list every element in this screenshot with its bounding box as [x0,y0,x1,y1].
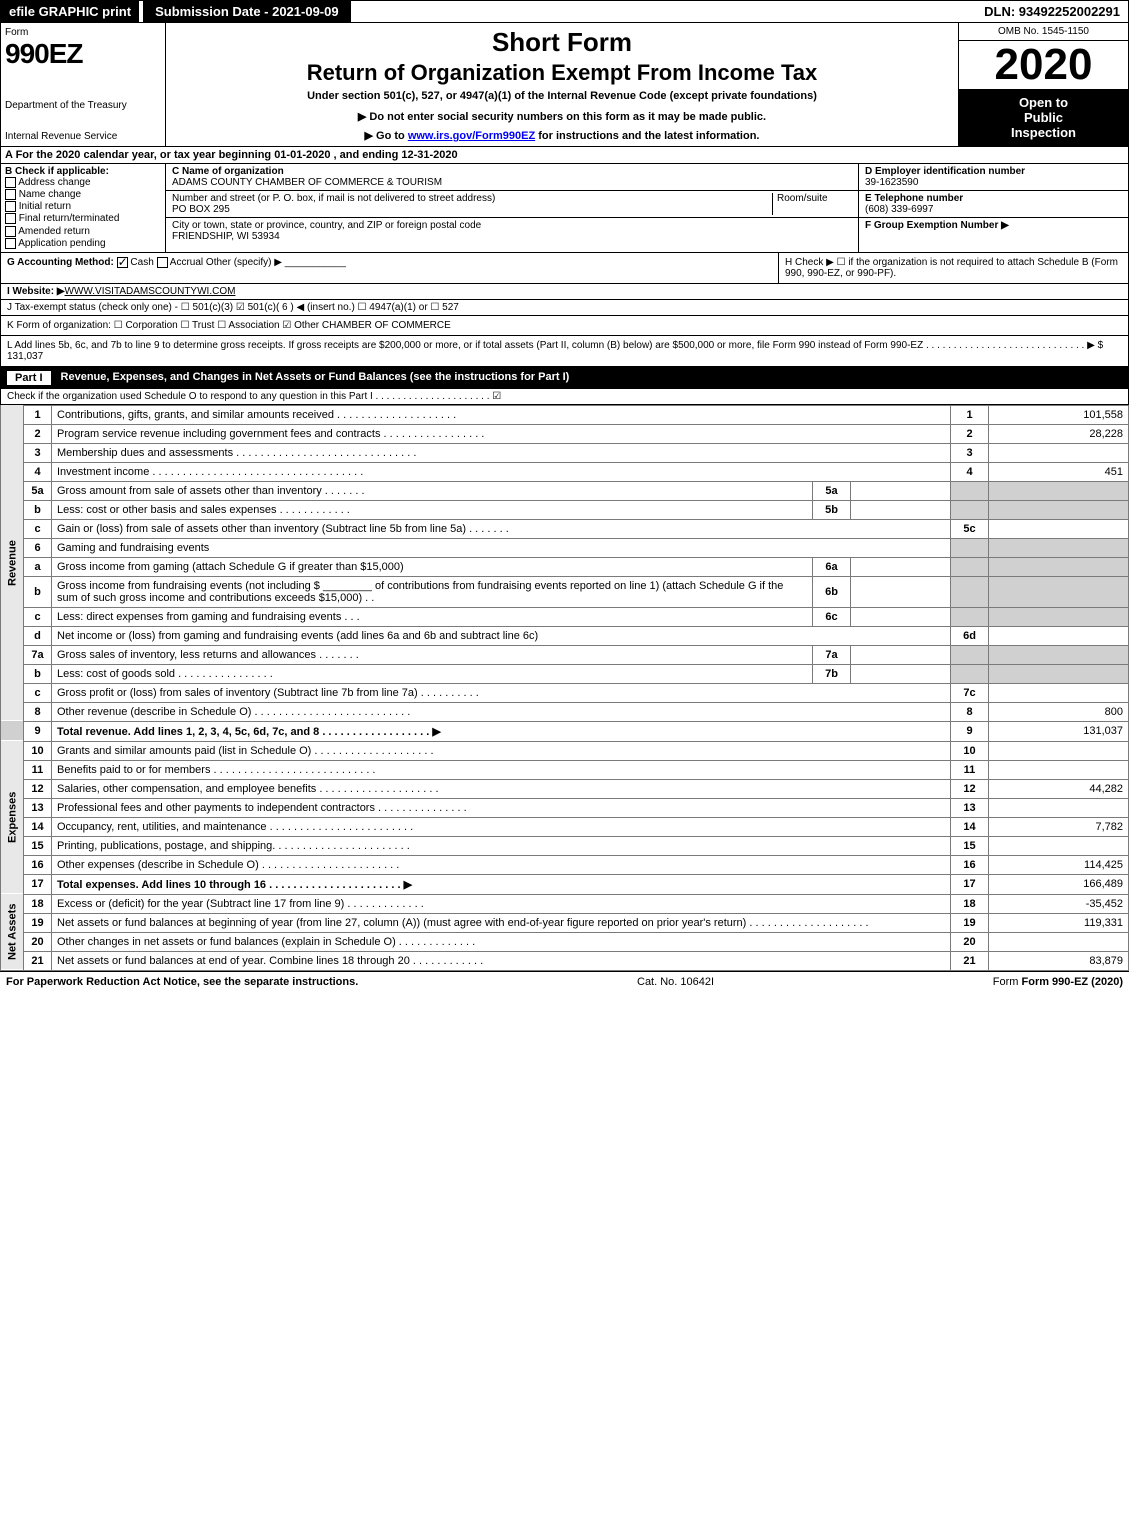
line-4-amount: 451 [989,462,1129,481]
initial-return-checkbox[interactable] [5,201,16,212]
website[interactable]: WWW.VISITADAMSCOUNTYWI.COM [65,286,236,297]
paperwork-notice: For Paperwork Reduction Act Notice, see … [6,976,358,988]
line-14-amount: 7,782 [989,817,1129,836]
period-row: A For the 2020 calendar year, or tax yea… [0,147,1129,164]
line-10-amount [989,741,1129,760]
line-16-amount: 114,425 [989,855,1129,874]
line-19-amount: 119,331 [989,913,1129,932]
part-1-header: Part I Revenue, Expenses, and Changes in… [0,367,1129,389]
top-bar: efile GRAPHIC print Submission Date - 20… [0,0,1129,23]
expenses-sidebar: Expenses [1,741,24,894]
line-8-amount: 800 [989,702,1129,721]
line-7c-amount [989,683,1129,702]
lines-table: Revenue 1Contributions, gifts, grants, a… [0,405,1129,971]
final-return-checkbox[interactable] [5,213,16,224]
d-label: D Employer identification number [865,166,1122,177]
form-of-org-row: K Form of organization: ☐ Corporation ☐ … [0,316,1129,336]
irs-link[interactable]: www.irs.gov/Form990EZ [408,130,535,142]
line-3-amount [989,443,1129,462]
net-assets-sidebar: Net Assets [1,894,24,970]
irs-label: Internal Revenue Service [5,131,161,142]
tax-exempt-row: J Tax-exempt status (check only one) - ☐… [0,300,1129,316]
part1-check-row: Check if the organization used Schedule … [0,389,1129,405]
org-name: ADAMS COUNTY CHAMBER OF COMMERCE & TOURI… [172,177,852,188]
part-label: Part I [7,371,51,385]
cat-no: Cat. No. 10642I [637,976,714,988]
under-section: Under section 501(c), 527, or 4947(a)(1)… [170,90,954,102]
line-18-amount: -35,452 [989,894,1129,913]
omb-number: OMB No. 1545-1150 [959,23,1128,41]
return-title: Return of Organization Exempt From Incom… [170,60,954,86]
address-change-checkbox[interactable] [5,177,16,188]
row-g-h: G Accounting Method: Cash Accrual Other … [0,253,1129,284]
line-2-amount: 28,228 [989,424,1129,443]
revenue-sidebar: Revenue [1,405,24,721]
application-pending-checkbox[interactable] [5,238,16,249]
form-header: Form 990EZ Department of the Treasury In… [0,23,1129,147]
line-21-amount: 83,879 [989,951,1129,970]
e-label: E Telephone number [865,193,1122,204]
street: PO BOX 295 [172,204,772,215]
tax-year: 2020 [959,41,1128,89]
org-info-block: B Check if applicable: Address change Na… [0,164,1129,253]
line-17-amount: 166,489 [989,874,1129,894]
line-5c-amount [989,519,1129,538]
f-label: F Group Exemption Number ▶ [865,220,1122,231]
city-label: City or town, state or province, country… [172,220,852,231]
ssn-warning: ▶ Do not enter social security numbers o… [170,110,954,123]
gross-receipts-row: L Add lines 5b, 6c, and 7b to line 9 to … [0,336,1129,367]
cash-checkbox[interactable] [117,257,128,268]
line-6d-amount [989,626,1129,645]
efile-label[interactable]: efile GRAPHIC print [1,1,139,22]
goto-link-row: ▶ Go to www.irs.gov/Form990EZ for instru… [170,129,954,142]
dln: DLN: 93492252002291 [976,1,1128,22]
name-change-checkbox[interactable] [5,189,16,200]
line-1-amount: 101,558 [989,405,1129,424]
accrual-checkbox[interactable] [157,257,168,268]
submission-date: Submission Date - 2021-09-09 [143,1,351,22]
dept-treasury: Department of the Treasury [5,100,161,111]
form-number: 990EZ [5,38,161,70]
line-11-amount [989,760,1129,779]
line-12-amount: 44,282 [989,779,1129,798]
line-20-amount [989,932,1129,951]
city: FRIENDSHIP, WI 53934 [172,231,852,242]
form-page: Form Form 990-EZ (2020) [993,976,1123,988]
line-13-amount [989,798,1129,817]
line-15-amount [989,836,1129,855]
form-word: Form [5,27,161,38]
inspection-box: Open to Public Inspection [959,89,1128,146]
ein: 39-1623590 [865,177,1122,188]
street-label: Number and street (or P. O. box, if mail… [172,193,772,204]
section-b: B Check if applicable: Address change Na… [1,164,166,252]
section-h: H Check ▶ ☐ if the organization is not r… [778,253,1128,283]
short-form-title: Short Form [170,27,954,58]
website-row: I Website: ▶WWW.VISITADAMSCOUNTYWI.COM [0,284,1129,300]
amended-return-checkbox[interactable] [5,226,16,237]
phone: (608) 339-6997 [865,204,1122,215]
c-label: C Name of organization [172,166,852,177]
room-suite-label: Room/suite [772,193,852,215]
line-9-amount: 131,037 [989,721,1129,741]
footer: For Paperwork Reduction Act Notice, see … [0,971,1129,992]
